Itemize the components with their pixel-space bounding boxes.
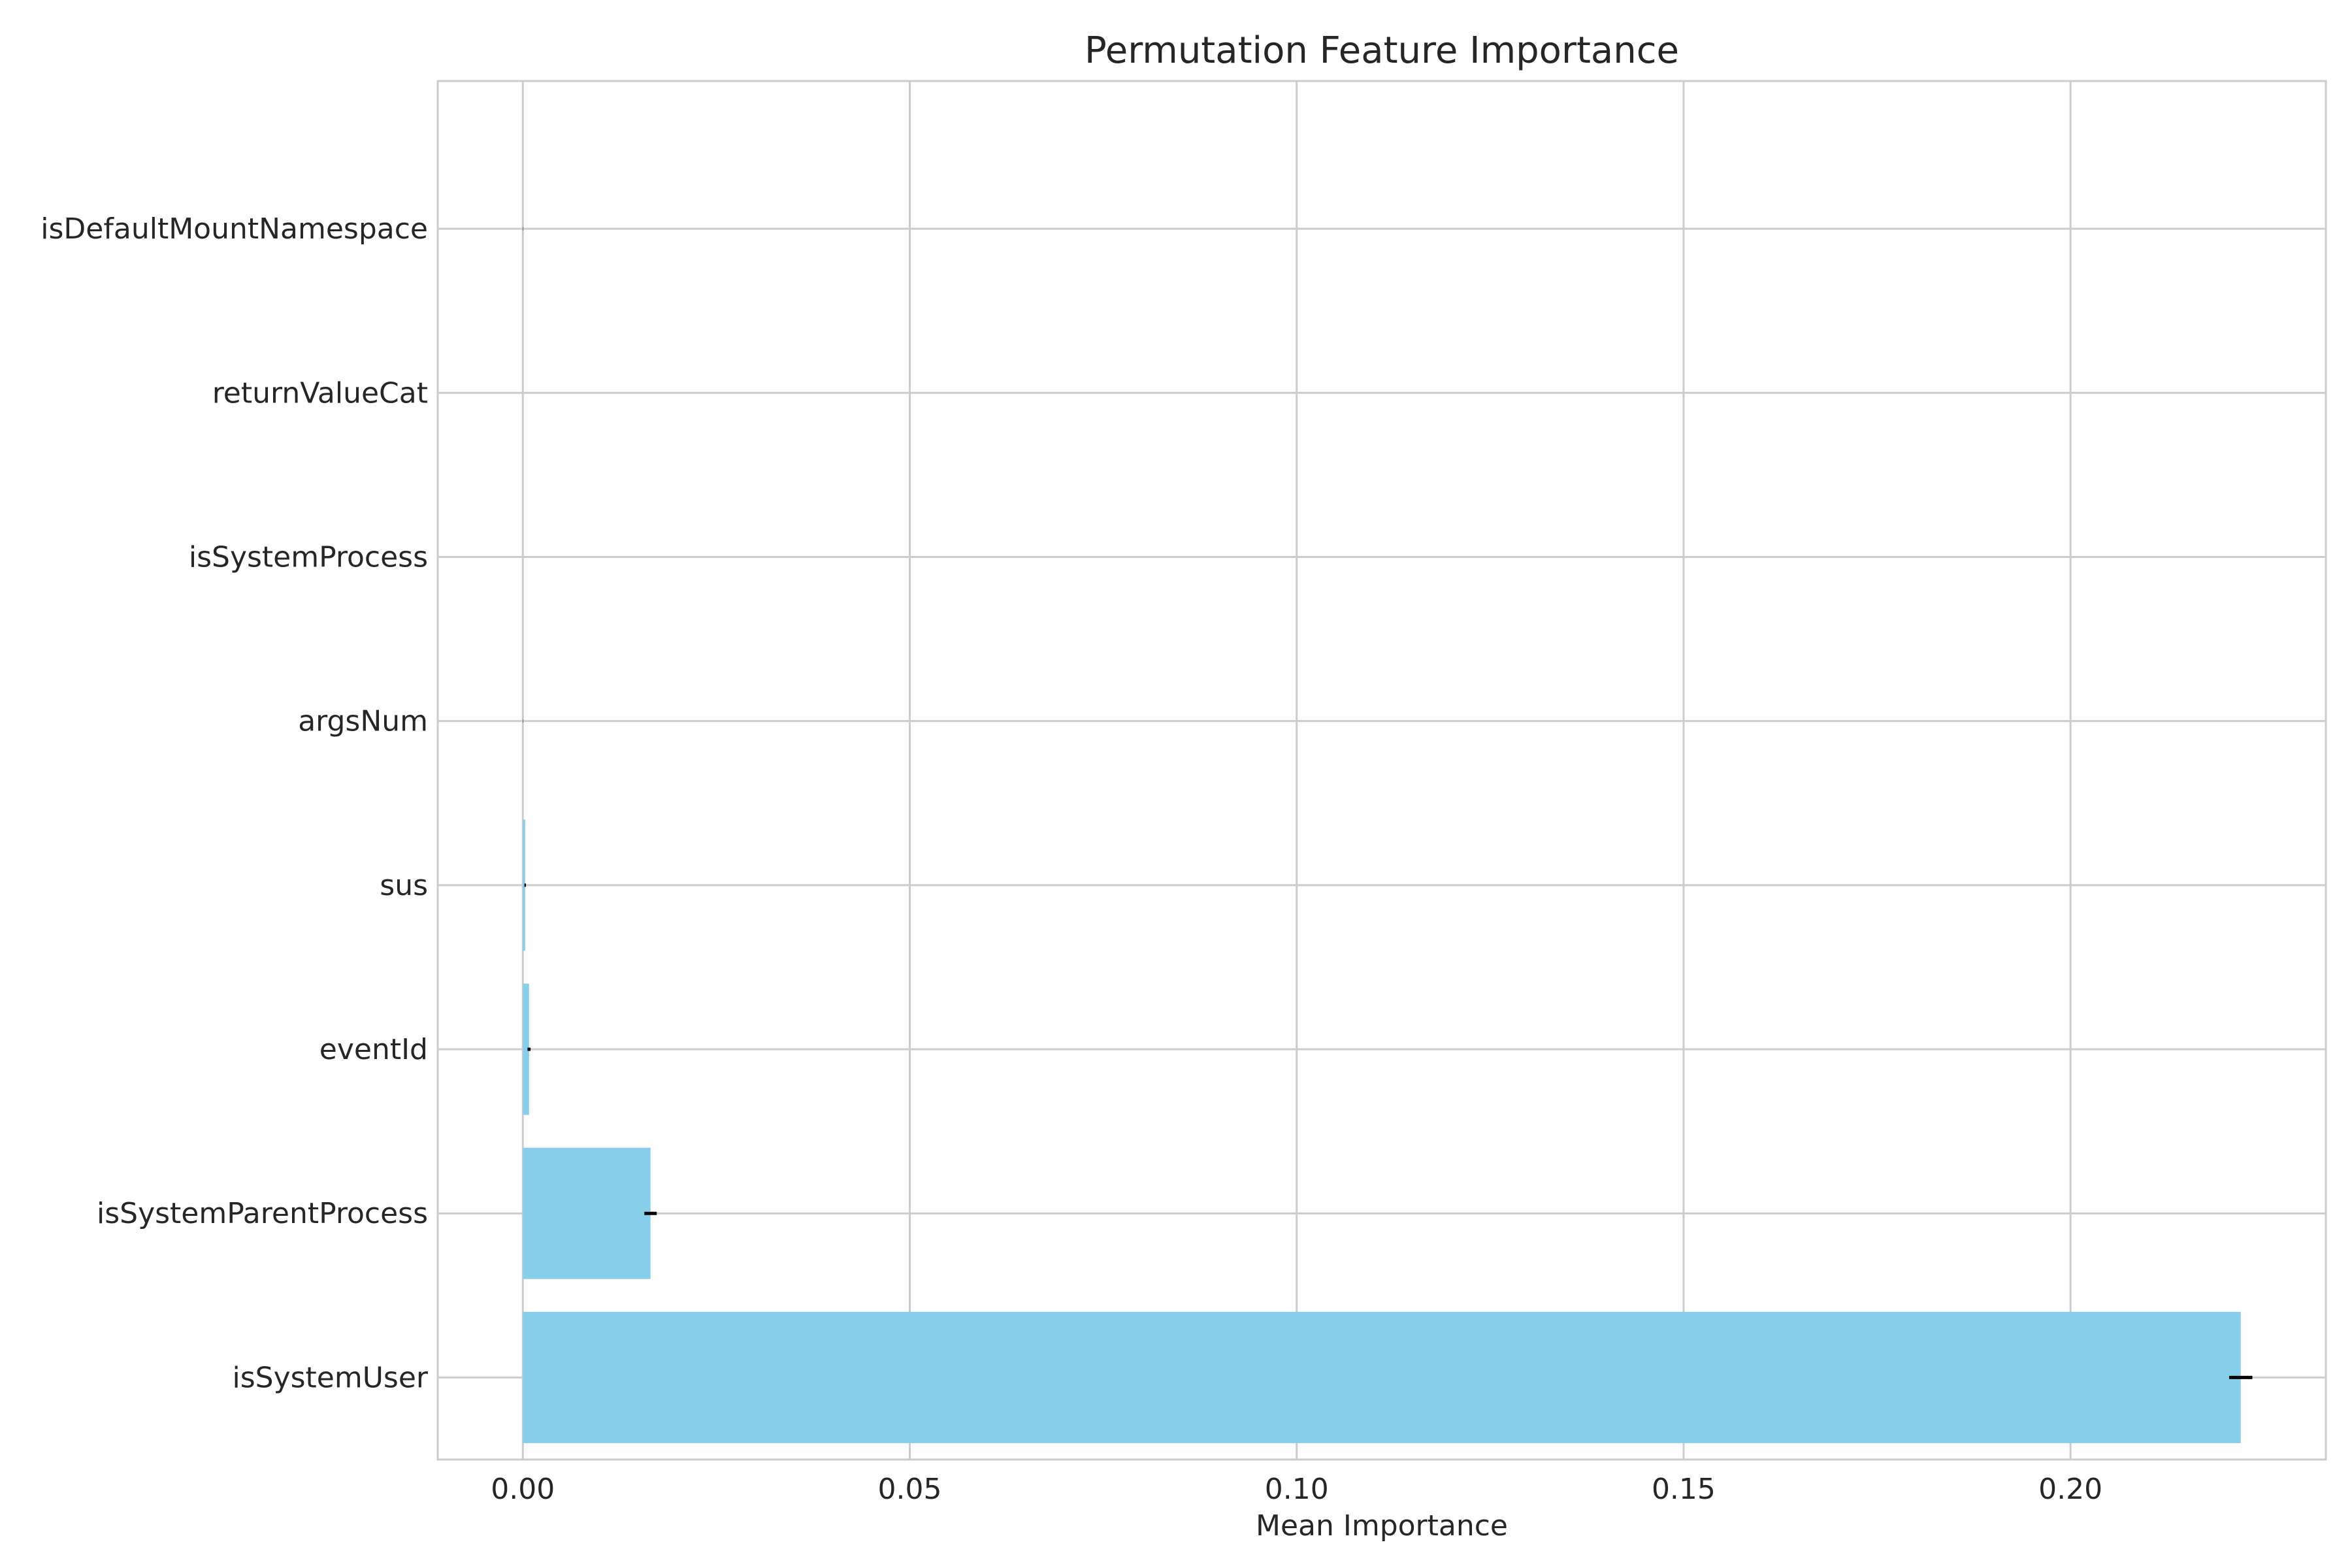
x-tick-label: 0.10 bbox=[1265, 1473, 1329, 1506]
x-tick-label: 0.15 bbox=[1652, 1473, 1716, 1506]
x-tick-label: 0.20 bbox=[2038, 1473, 2102, 1506]
bars bbox=[523, 163, 2241, 1443]
y-tick-labels: isDefaultMountNamespace returnValueCat isS… bbox=[41, 212, 429, 1394]
y-tick-label: returnValueCat bbox=[212, 376, 428, 410]
y-tick-label: eventId bbox=[319, 1033, 428, 1066]
chart-title: Permutation Feature Importance bbox=[1085, 29, 1679, 72]
y-tick-label: isSystemProcess bbox=[189, 540, 428, 574]
bar-sus bbox=[523, 819, 525, 951]
x-axis-label: Mean Importance bbox=[1256, 1509, 1508, 1543]
y-tick-label: isSystemParentProcess bbox=[97, 1197, 428, 1230]
bar-isSystemUser bbox=[523, 1311, 2241, 1443]
bar-isSystemParentProcess bbox=[523, 1147, 651, 1279]
plot-frame bbox=[436, 80, 2327, 1461]
y-tick-label: isSystemUser bbox=[232, 1361, 428, 1394]
y-tick-label: isDefaultMountNamespace bbox=[41, 212, 428, 246]
x-tick-labels: 0.00 0.05 0.10 0.15 0.20 bbox=[491, 1473, 2102, 1506]
x-tick-label: 0.05 bbox=[878, 1473, 942, 1506]
grid bbox=[438, 81, 2326, 1460]
x-tick-label: 0.00 bbox=[491, 1473, 555, 1506]
y-tick-label: sus bbox=[380, 869, 428, 902]
bar-eventId bbox=[523, 983, 529, 1115]
error-bars bbox=[523, 227, 2253, 1379]
y-tick-label: argsNum bbox=[298, 705, 428, 738]
